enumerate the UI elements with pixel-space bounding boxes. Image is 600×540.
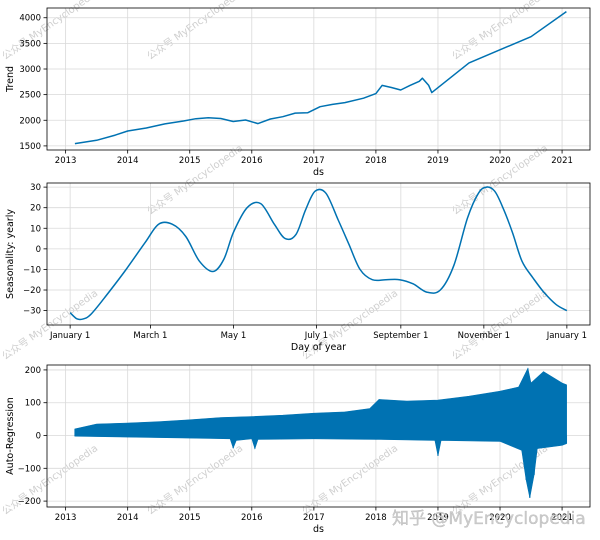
x-tick-label: 2018 [365,513,387,523]
trend-line [74,10,567,145]
y-tick-label: −10 [23,265,41,275]
x-tick-label: 2016 [241,156,263,166]
y-tick-label: 3500 [19,39,41,49]
x-tick-label: 2021 [551,513,573,523]
y-tick-label: 3000 [19,65,41,75]
x-tick-label: January 1 [546,331,587,341]
y-tick-label: 0 [36,432,41,442]
x-tick-label: 2021 [551,156,573,166]
y-tick-label: −30 [23,307,41,317]
watermark-1: 公众号 MyEncyclopedia [0,0,100,62]
x-tick-label: 2013 [55,513,77,523]
x-tick-label: January 1 [49,331,90,341]
y-tick-label: 30 [30,183,41,193]
y-tick-label: 1500 [19,142,41,152]
y-tick-label: 4000 [19,14,41,24]
y-tick-label: 100 [25,399,41,409]
y-tick-label: 0 [36,245,41,255]
watermark-5: 公众号 MyEncyclopedia [450,142,550,217]
watermark-2: 公众号 MyEncyclopedia [145,0,245,62]
watermark-10: 公众号 MyEncyclopedia [145,442,245,517]
x-tick-label: 2019 [427,513,449,523]
y-axis-label: Trend [5,66,16,93]
seasonality-yearly-line [69,186,568,321]
y-tick-label: −200 [18,497,41,507]
y-tick-label: 200 [25,366,41,376]
x-tick-label: March 1 [133,331,167,341]
x-tick-label: 2015 [179,513,201,523]
auto-regression-panel: 2013 2014 2015 2016 2017 2018 2019 2020 2021 −200… [5,364,591,535]
y-tick-label: 20 [30,204,41,214]
y-tick-label: −20 [23,286,41,296]
x-tick-label: 2017 [303,513,325,523]
x-tick-label: 2015 [179,156,201,166]
x-tick-label: 2020 [489,156,511,166]
x-tick-label: 2013 [55,156,77,166]
x-axis-label: ds [313,167,324,178]
x-tick-label: November 1 [458,331,510,341]
x-tick-label: July 1 [304,331,328,341]
y-tick-label: 2000 [19,116,41,126]
watermark-large: 知乎 @MyEncyclopedia [392,509,586,529]
x-tick-label: 2018 [365,156,387,166]
x-tick-label: 2014 [117,513,139,523]
x-tick-label: May 1 [221,331,247,341]
watermark-4: 公众号 MyEncyclopedia [145,142,245,217]
x-tick-label: 2016 [241,513,263,523]
trend-panel: 2013 2014 2015 2016 2017 2018 2019 2020 2021 1500… [5,7,591,178]
y-axis-label: Seasonality: yearly [5,209,16,299]
axes-frame [46,7,591,151]
watermark-11: 公众号 MyEncyclopedia [300,442,400,517]
x-tick-label: 2017 [303,156,325,166]
seasonality-panel: January 1 March 1 May 1 July 1 September 1 No… [5,182,591,353]
y-axis-label: Auto-Regression [5,397,16,475]
x-axis-label: Day of year [291,342,346,353]
x-tick-label: 2020 [489,513,511,523]
y-tick-label: 10 [30,224,41,234]
axes-frame [46,364,591,508]
axes-frame [46,182,591,326]
x-axis-label: ds [313,524,324,535]
x-tick-label: 2019 [427,156,449,166]
x-tick-label: 2014 [117,156,139,166]
y-tick-label: 2500 [19,91,41,101]
x-tick-label: September 1 [373,331,428,341]
y-tick-label: −100 [18,464,41,474]
